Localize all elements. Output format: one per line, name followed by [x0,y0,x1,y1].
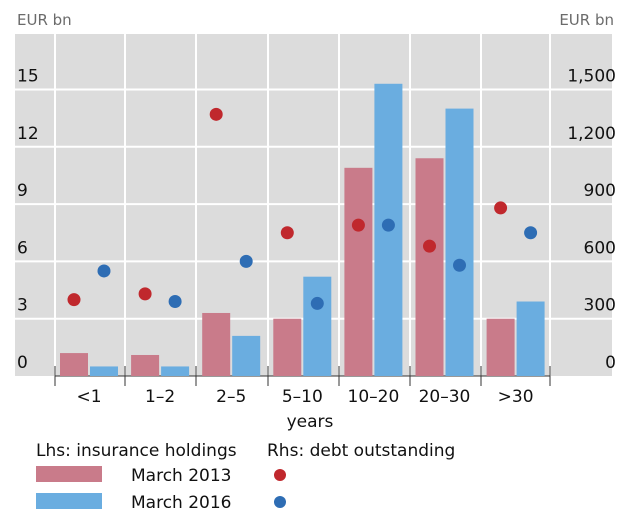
dot-march-2016-10-20 [381,218,395,232]
bar-march-2013-10-20 [344,167,373,376]
dot-march-2013-1-2 [138,287,152,301]
right-tick-label: 0 [605,353,616,373]
right-tick-label: 300 [584,296,616,316]
legend-dot-march-2016 [274,496,286,508]
right-axis-unit: EUR bn [559,11,614,29]
right-tick-label: 1,500 [567,67,616,87]
category-label-1: <1 [76,387,101,407]
category-label-1-2: 1–2 [145,387,175,407]
legend-rhs-title: Rhs: debt outstanding [267,441,455,461]
gridlines [15,34,612,386]
left-tick-label: 6 [17,238,28,258]
left-tick-label: 12 [17,124,39,144]
legend-label-march-2016: March 2016 [131,493,232,513]
category-label-2-5: 2–5 [216,387,246,407]
bars [60,83,545,377]
dot-march-2013-30 [494,201,508,215]
dot-march-2016-5-10 [310,296,324,310]
dot-march-2013-20-30 [423,239,436,253]
bar-march-2013-20-30 [415,158,444,376]
bar-march-2016-20-30 [445,108,474,376]
category-label-20-30: 20–30 [419,387,471,407]
bar-march-2016-2-5 [232,335,261,376]
tick-labels: 0 0 3 300 6 600 9 900 12 1,200 15 1,500 [17,67,616,374]
legend-swatch-march-2016 [36,493,102,509]
dot-march-2016-1 [97,264,111,278]
dot-march-2016-30 [524,226,538,240]
legend-dot-march-2013 [274,469,286,481]
category-labels: <1 1–2 2–5 5–10 10–20 20–30 >30 [76,387,533,407]
left-tick-label: 0 [17,353,28,373]
dot-march-2016-1-2 [168,295,182,309]
right-tick-label: 600 [584,238,616,258]
legend-label-march-2013: March 2013 [131,466,232,486]
bar-march-2016-5-10 [303,276,332,376]
dot-march-2013-10-20 [351,218,365,232]
bar-march-2013-30 [486,318,515,376]
bar-march-2013-5-10 [273,318,302,376]
bar-march-2016-1 [90,366,118,376]
legend-lhs-title: Lhs: insurance holdings [36,441,237,461]
left-tick-label: 3 [17,296,28,316]
dot-march-2016-2-5 [239,254,253,268]
bar-march-2013-1-2 [131,354,160,376]
right-tick-label: 1,200 [567,124,616,144]
bar-march-2013-1 [60,353,88,376]
x-axis-label: years [287,412,334,432]
left-tick-label: 9 [17,181,28,201]
bar-march-2016-1-2 [161,366,190,376]
left-axis-unit: EUR bn [17,11,72,29]
category-label-10-20: 10–20 [348,387,400,407]
right-tick-label: 900 [584,181,616,201]
legend: Lhs: insurance holdings Rhs: debt outsta… [36,441,455,513]
category-label-30: >30 [498,387,534,407]
legend-swatch-march-2013 [36,466,102,482]
dots [67,107,538,310]
dot-march-2016-20-30 [453,258,466,272]
dot-march-2013-2-5 [209,107,223,121]
dot-march-2013-5-10 [280,226,294,240]
category-label-5-10: 5–10 [282,387,323,407]
bar-march-2016-30 [516,301,545,376]
bar-march-2013-2-5 [202,312,231,376]
dot-march-2013-1 [67,293,81,307]
left-tick-label: 15 [17,67,39,87]
